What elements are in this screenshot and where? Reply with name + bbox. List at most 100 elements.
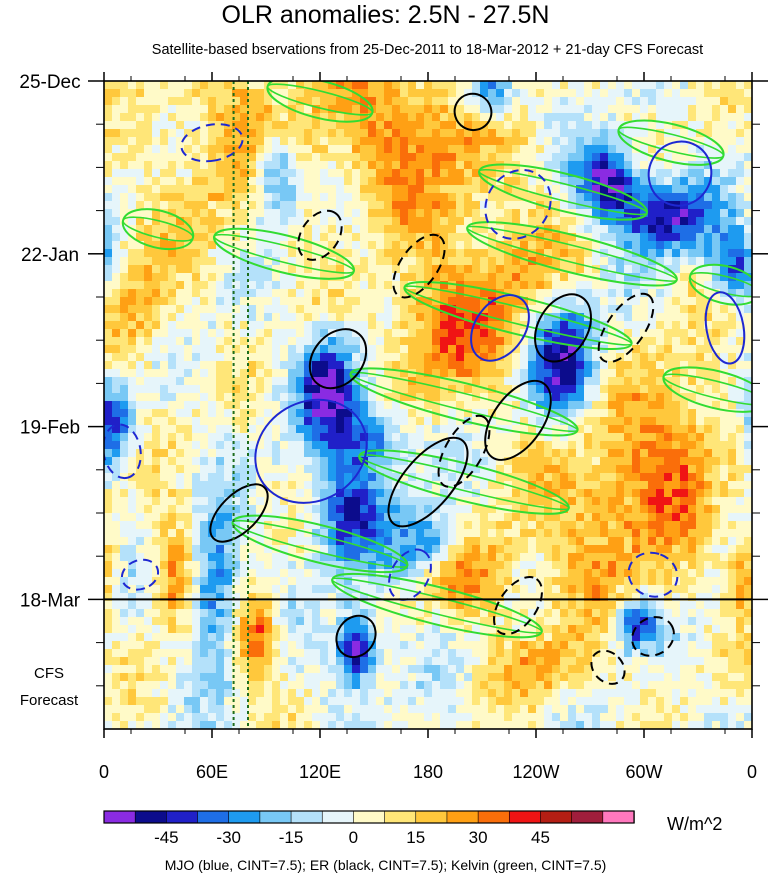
olr-cell — [192, 153, 201, 162]
olr-cell — [512, 129, 521, 138]
olr-cell — [200, 185, 209, 194]
olr-cell — [696, 489, 705, 498]
olr-cell — [552, 489, 561, 498]
olr-cell — [344, 353, 353, 362]
olr-cell — [200, 265, 209, 274]
olr-cell — [384, 481, 393, 490]
olr-cell — [328, 193, 337, 202]
olr-cell — [480, 145, 489, 154]
olr-cell — [744, 121, 752, 130]
olr-cell — [704, 225, 713, 234]
olr-cell — [688, 313, 697, 322]
olr-cell — [424, 257, 433, 266]
olr-cell — [344, 161, 353, 170]
olr-cell — [352, 537, 361, 546]
olr-cell — [256, 425, 265, 434]
olr-cell — [392, 225, 401, 234]
olr-cell — [192, 81, 201, 90]
olr-cell — [640, 329, 649, 338]
olr-cell — [488, 145, 497, 154]
olr-cell — [440, 145, 449, 154]
olr-cell — [448, 209, 457, 218]
olr-cell — [272, 481, 281, 490]
olr-cell — [304, 353, 313, 362]
olr-cell — [592, 89, 601, 98]
olr-cell — [552, 457, 561, 466]
olr-cell — [336, 209, 345, 218]
olr-cell — [240, 401, 249, 410]
olr-cell — [128, 393, 137, 402]
olr-cell — [552, 337, 561, 346]
olr-cell — [328, 97, 337, 106]
olr-cell — [184, 361, 193, 370]
olr-cell — [680, 233, 689, 242]
olr-cell — [536, 129, 545, 138]
olr-cell — [688, 193, 697, 202]
olr-cell — [528, 561, 537, 570]
olr-cell — [704, 169, 713, 178]
olr-cell — [112, 337, 121, 346]
olr-cell — [544, 537, 553, 546]
olr-cell — [680, 81, 689, 90]
olr-cell — [176, 305, 185, 314]
olr-cell — [104, 553, 113, 562]
olr-cell — [632, 297, 641, 306]
olr-cell — [416, 169, 425, 178]
olr-cell — [424, 129, 433, 138]
olr-cell — [352, 153, 361, 162]
olr-cell — [616, 449, 625, 458]
olr-cell — [560, 393, 569, 402]
olr-cell — [360, 185, 369, 194]
olr-cell — [560, 369, 569, 378]
olr-cell — [456, 417, 465, 426]
olr-cell — [128, 273, 137, 282]
olr-cell — [680, 153, 689, 162]
olr-cell — [720, 313, 729, 322]
olr-cell — [256, 537, 265, 546]
olr-cell — [424, 249, 433, 258]
olr-cell — [296, 529, 305, 538]
olr-cell — [744, 497, 752, 506]
olr-cell — [744, 201, 752, 210]
olr-cell — [656, 81, 665, 90]
olr-cell — [416, 241, 425, 250]
olr-cell — [672, 505, 681, 514]
olr-cell — [184, 393, 193, 402]
olr-cell — [352, 121, 361, 130]
olr-cell — [336, 361, 345, 370]
olr-cell — [440, 113, 449, 122]
olr-cell — [352, 273, 361, 282]
olr-cell — [136, 97, 145, 106]
olr-cell — [224, 521, 233, 530]
olr-cell — [240, 393, 249, 402]
olr-cell — [696, 81, 705, 90]
olr-cell — [608, 521, 617, 530]
olr-cell — [728, 321, 737, 330]
olr-cell — [672, 457, 681, 466]
olr-cell — [464, 209, 473, 218]
olr-cell — [128, 137, 137, 146]
olr-cell — [376, 361, 385, 370]
olr-cell — [736, 521, 745, 530]
olr-cell — [408, 233, 417, 242]
olr-cell — [704, 465, 713, 474]
olr-cell — [264, 241, 273, 250]
olr-cell — [712, 121, 721, 130]
olr-cell — [168, 521, 177, 530]
olr-cell — [656, 489, 665, 498]
olr-cell — [392, 545, 401, 554]
olr-cell — [632, 313, 641, 322]
olr-cell — [488, 193, 497, 202]
olr-cell — [544, 377, 553, 386]
olr-cell — [560, 177, 569, 186]
olr-cell — [528, 393, 537, 402]
olr-cell — [184, 113, 193, 122]
olr-cell — [528, 169, 537, 178]
olr-cell — [448, 337, 457, 346]
olr-cell — [520, 121, 529, 130]
olr-cell — [480, 289, 489, 298]
olr-cell — [384, 81, 393, 90]
olr-cell — [376, 497, 385, 506]
olr-cell — [240, 457, 249, 466]
olr-cell — [392, 201, 401, 210]
